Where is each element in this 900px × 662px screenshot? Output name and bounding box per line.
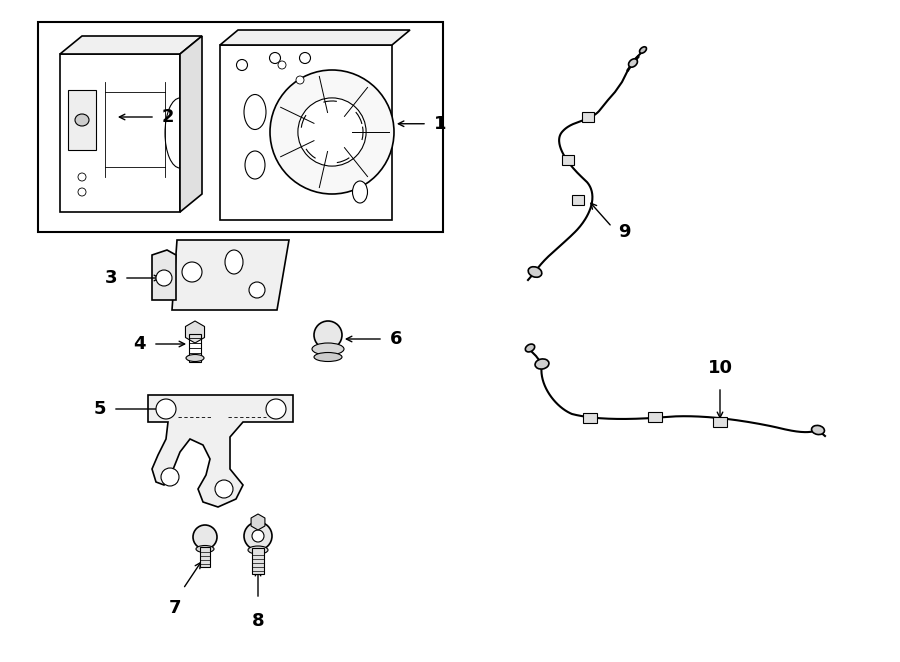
Polygon shape: [152, 250, 176, 300]
Circle shape: [244, 522, 272, 550]
Circle shape: [193, 525, 217, 549]
Bar: [648, 412, 662, 422]
Ellipse shape: [244, 95, 266, 130]
Text: 6: 6: [390, 330, 402, 348]
Bar: [38, 22, 443, 232]
Circle shape: [270, 70, 394, 194]
Text: 3: 3: [104, 269, 117, 287]
Bar: [572, 195, 584, 205]
Circle shape: [249, 282, 265, 298]
Circle shape: [78, 188, 86, 196]
Polygon shape: [251, 514, 265, 530]
Circle shape: [182, 262, 202, 282]
Ellipse shape: [640, 47, 646, 53]
Text: 9: 9: [618, 223, 631, 241]
Bar: [582, 112, 594, 122]
Ellipse shape: [196, 545, 214, 553]
Polygon shape: [220, 30, 410, 45]
Circle shape: [298, 98, 366, 166]
Bar: [252, 548, 264, 574]
Bar: [713, 417, 727, 427]
Bar: [583, 413, 597, 423]
Circle shape: [215, 480, 233, 498]
Circle shape: [300, 52, 310, 64]
Circle shape: [156, 399, 176, 419]
Ellipse shape: [314, 321, 342, 349]
Circle shape: [269, 52, 281, 64]
Text: 1: 1: [434, 115, 446, 133]
Bar: [189, 334, 201, 362]
Ellipse shape: [526, 344, 535, 352]
Text: 5: 5: [94, 400, 106, 418]
Circle shape: [237, 60, 248, 70]
Circle shape: [278, 61, 286, 69]
Text: 10: 10: [707, 359, 733, 377]
Circle shape: [156, 270, 172, 286]
Polygon shape: [180, 36, 202, 212]
Ellipse shape: [314, 352, 342, 361]
Ellipse shape: [628, 59, 637, 67]
Text: 7: 7: [168, 599, 181, 617]
Polygon shape: [60, 36, 202, 54]
Circle shape: [296, 76, 304, 84]
Ellipse shape: [245, 151, 265, 179]
Text: 4: 4: [133, 335, 146, 353]
Bar: [562, 155, 574, 165]
Ellipse shape: [312, 343, 344, 355]
Circle shape: [252, 530, 264, 542]
Ellipse shape: [353, 181, 367, 203]
Circle shape: [161, 468, 179, 486]
Circle shape: [266, 399, 286, 419]
Bar: [220, 45, 392, 220]
Bar: [60, 54, 180, 212]
Text: 8: 8: [252, 612, 265, 630]
Polygon shape: [172, 240, 289, 310]
Ellipse shape: [528, 267, 542, 277]
Polygon shape: [185, 321, 204, 343]
Ellipse shape: [225, 250, 243, 274]
Ellipse shape: [248, 546, 268, 554]
Ellipse shape: [186, 354, 204, 361]
Circle shape: [78, 173, 86, 181]
Ellipse shape: [536, 359, 549, 369]
Ellipse shape: [75, 114, 89, 126]
Text: 2: 2: [162, 108, 175, 126]
Bar: [200, 547, 210, 567]
Ellipse shape: [812, 426, 824, 434]
Polygon shape: [148, 395, 293, 507]
Bar: [68, 90, 96, 150]
